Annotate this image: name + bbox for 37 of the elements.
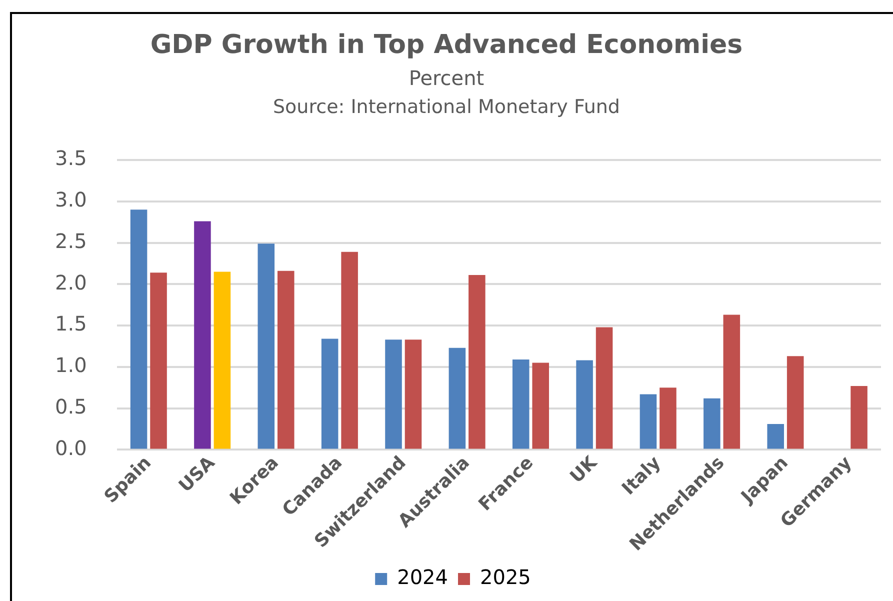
- bar: [404, 340, 422, 449]
- legend-label: 2024: [397, 565, 448, 590]
- bar: [660, 388, 676, 449]
- y-tick-label: 2.0: [54, 270, 87, 294]
- bar: [850, 386, 868, 449]
- bar: [258, 244, 275, 449]
- chart-subtitle: Percent: [408, 66, 486, 90]
- bar: [704, 398, 720, 449]
- y-tick-label: 1.5: [54, 312, 87, 336]
- y-tick-label: 3.5: [54, 146, 87, 170]
- bar: [448, 348, 466, 449]
- chart-title: GDP Growth in Top Advanced Economies: [149, 30, 744, 60]
- bar: [468, 275, 486, 449]
- source-note: Source: International Monetary Fund: [272, 96, 621, 118]
- bar: [321, 338, 338, 449]
- bar: [385, 340, 402, 449]
- bar: [786, 356, 804, 449]
- bar: [576, 360, 593, 449]
- bar: [277, 270, 294, 449]
- y-tick-label: 0.5: [54, 394, 87, 419]
- bar: [512, 359, 530, 449]
- bar: [767, 424, 784, 449]
- bar: [596, 327, 613, 449]
- bar: [214, 272, 231, 449]
- bar: [341, 252, 358, 449]
- bar: [150, 272, 167, 449]
- bar: [640, 394, 657, 449]
- x-tick-label: UK: [566, 452, 602, 488]
- legend-label: 2025: [480, 565, 531, 590]
- bar: [723, 314, 740, 449]
- bar: [130, 210, 148, 449]
- bar: [194, 221, 211, 449]
- y-tick-label: 0.0: [54, 436, 87, 460]
- y-tick-label: 1.0: [54, 353, 87, 378]
- bar: [532, 362, 550, 449]
- y-tick-label: 2.5: [54, 228, 87, 253]
- y-tick-label: 3.0: [54, 188, 87, 212]
